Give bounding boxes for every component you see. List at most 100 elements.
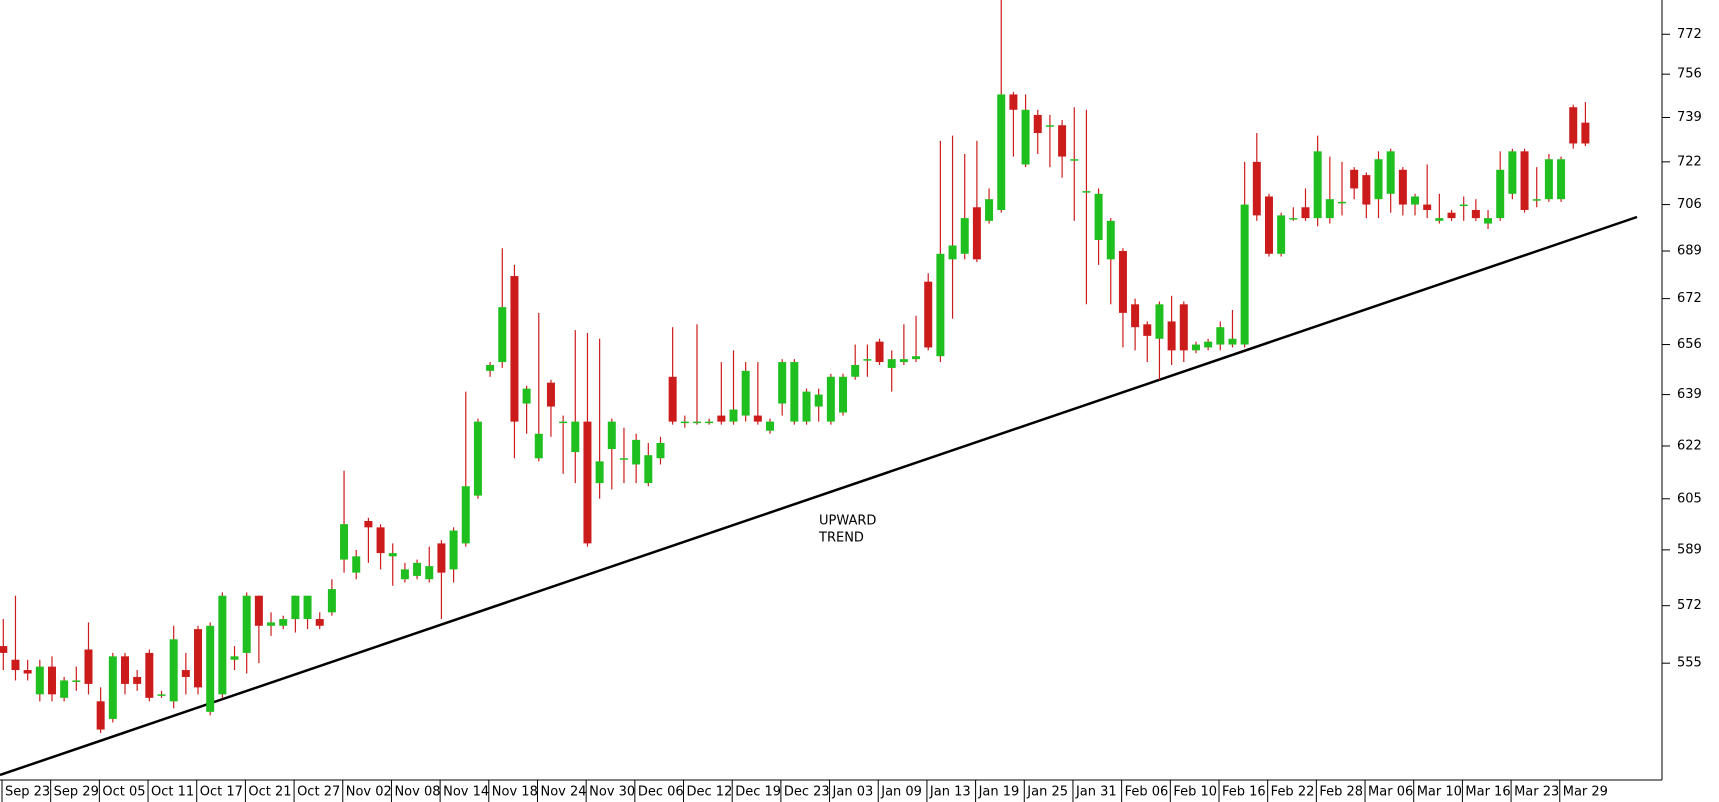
candle-body <box>1058 125 1067 157</box>
candle-body <box>1459 204 1468 207</box>
candle-body <box>267 622 276 626</box>
x-tick-label: Feb 06 <box>1125 785 1169 800</box>
candle-body <box>741 370 750 416</box>
candle-body <box>595 461 604 484</box>
candle-body <box>1411 196 1420 205</box>
candle-body <box>327 589 336 613</box>
candle-body <box>1191 344 1200 351</box>
x-tick-label: Nov 18 <box>492 785 538 800</box>
x-tick-label: Jan 09 <box>880 785 922 800</box>
candle-body <box>1277 215 1286 254</box>
candle-body <box>108 656 117 719</box>
candle-body <box>1118 251 1127 313</box>
candle-body <box>912 356 921 360</box>
candle-body <box>1374 159 1383 200</box>
candle-body <box>753 415 762 422</box>
candle-body <box>729 409 738 422</box>
candle-body <box>1350 169 1359 189</box>
candle-body <box>23 670 32 674</box>
candle-body <box>376 527 385 554</box>
candle-body <box>607 421 616 450</box>
candle-body <box>863 359 872 361</box>
candle-body <box>218 595 227 695</box>
candle-body <box>1216 327 1225 345</box>
candle-body <box>47 666 56 695</box>
candle-body <box>72 680 81 682</box>
y-tick-label: 739 <box>1677 110 1702 125</box>
x-tick-label: Mar 06 <box>1368 785 1413 800</box>
candle-body <box>985 199 994 221</box>
y-tick-label: 772 <box>1677 27 1702 42</box>
candle-body <box>279 619 288 626</box>
candle-body <box>1143 324 1152 336</box>
x-tick-label: Oct 11 <box>151 785 194 800</box>
candle-body <box>473 421 482 496</box>
x-tick-label: Jan 25 <box>1026 785 1068 800</box>
x-tick-label: Oct 05 <box>102 785 145 800</box>
candle-body <box>1106 220 1115 260</box>
candle-body <box>899 359 908 363</box>
candle-body <box>230 656 239 660</box>
candle-body <box>936 253 945 357</box>
x-tick-label: Dec 12 <box>687 785 733 800</box>
candle-body <box>1009 94 1018 110</box>
candle-body <box>924 281 933 348</box>
x-tick-label: Nov 02 <box>346 785 392 800</box>
candle-body <box>1386 151 1395 194</box>
candle-body <box>1045 125 1054 127</box>
candle-body <box>1338 201 1346 204</box>
candle-body <box>1021 109 1030 165</box>
candle-body <box>413 562 422 576</box>
y-tick-label: 605 <box>1677 491 1702 506</box>
candle-body <box>632 439 641 465</box>
candle-body <box>1167 321 1176 351</box>
y-tick-label: 572 <box>1677 598 1702 613</box>
candle-body <box>1264 196 1273 254</box>
candle-body <box>1252 161 1261 216</box>
y-tick-label: 706 <box>1677 197 1702 212</box>
x-tick-label: Jan 13 <box>929 785 971 800</box>
x-tick-label: Oct 27 <box>297 785 340 800</box>
annotation: UPWARD <box>819 514 876 529</box>
candle-body <box>972 207 981 260</box>
candle-body <box>668 376 677 422</box>
candle-body <box>364 520 373 528</box>
candle-body <box>705 421 714 424</box>
x-tick-label: Jan 03 <box>832 785 874 800</box>
candle-body <box>826 376 835 422</box>
candle-body <box>254 595 263 626</box>
candle-body <box>303 595 312 620</box>
candle-body <box>157 694 166 696</box>
candle-body <box>133 676 142 684</box>
candle-body <box>340 524 349 560</box>
candle-body <box>583 421 592 544</box>
y-tick-label: 639 <box>1677 387 1702 402</box>
candle-body <box>766 421 775 431</box>
candle-body <box>1423 204 1432 210</box>
x-tick-label: Dec 19 <box>735 785 781 800</box>
candle-body <box>887 359 896 368</box>
y-tick-label: 555 <box>1677 656 1702 671</box>
candle-body <box>449 530 458 570</box>
x-tick-label: Dec 23 <box>784 785 830 800</box>
y-tick-label: 656 <box>1677 337 1702 352</box>
candle-body <box>1131 304 1140 328</box>
candle-body <box>0 646 8 653</box>
candle-body <box>121 656 129 684</box>
candle-body <box>839 376 848 413</box>
candle-body <box>1520 151 1529 210</box>
candle-body <box>181 670 190 677</box>
candle-body <box>1325 199 1334 219</box>
y-tick-label: 589 <box>1677 542 1702 557</box>
candle-body <box>680 421 689 424</box>
candle-body <box>717 415 726 422</box>
x-tick-label: Oct 17 <box>200 785 243 800</box>
candle-body <box>851 364 860 377</box>
candle-body <box>692 421 701 424</box>
candle-body <box>461 486 470 544</box>
candle-body <box>1496 169 1505 219</box>
candle-body <box>96 701 105 730</box>
candle-body <box>546 382 555 407</box>
candle-body <box>1070 159 1079 161</box>
